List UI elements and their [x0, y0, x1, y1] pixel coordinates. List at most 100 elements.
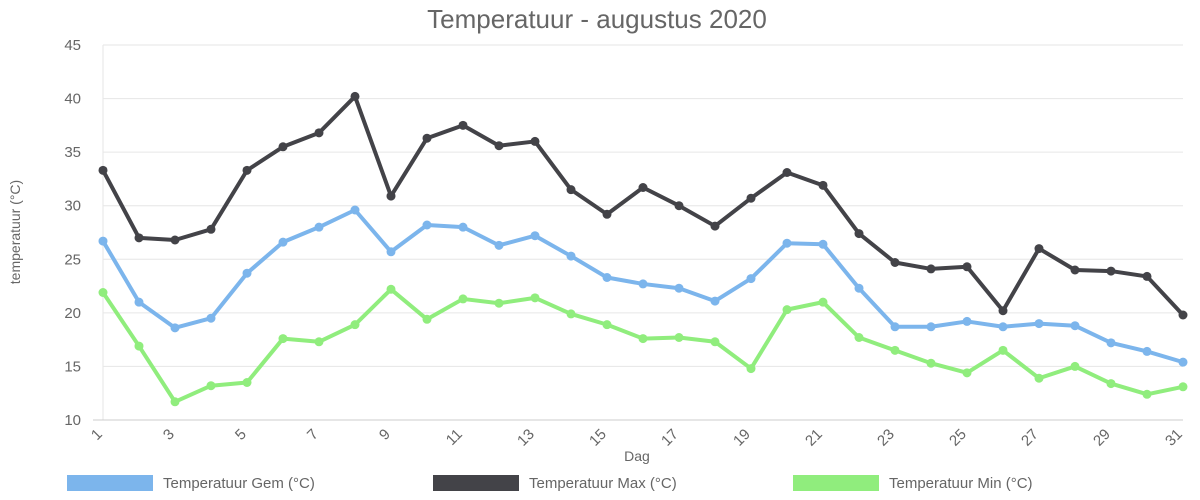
data-point[interactable] [350, 205, 360, 215]
data-point[interactable] [818, 239, 828, 249]
data-point[interactable] [998, 306, 1008, 316]
data-point[interactable] [170, 397, 180, 407]
data-point[interactable] [278, 237, 288, 247]
data-point[interactable] [746, 364, 756, 374]
data-point[interactable] [782, 305, 792, 315]
data-point[interactable] [350, 320, 360, 330]
data-point[interactable] [890, 258, 900, 267]
data-point[interactable] [1142, 346, 1152, 356]
data-point[interactable] [710, 221, 720, 231]
data-point[interactable] [674, 333, 684, 342]
data-point[interactable] [98, 165, 108, 175]
data-point[interactable] [710, 337, 720, 347]
data-point[interactable] [458, 222, 468, 232]
data-point[interactable] [1034, 244, 1044, 254]
data-point[interactable] [854, 229, 864, 239]
data-point[interactable] [170, 235, 180, 245]
data-point[interactable] [746, 274, 756, 284]
data-point[interactable] [494, 298, 504, 308]
data-point[interactable] [710, 296, 720, 306]
data-point[interactable] [1178, 382, 1188, 392]
data-point[interactable] [890, 322, 900, 332]
data-point[interactable] [1106, 379, 1116, 389]
x-tick-label: 27 [1018, 426, 1042, 450]
data-point[interactable] [1070, 321, 1080, 331]
data-point[interactable] [746, 193, 756, 203]
data-point[interactable] [1142, 389, 1152, 399]
data-point[interactable] [170, 323, 180, 333]
data-point[interactable] [782, 238, 792, 248]
data-point[interactable] [1178, 310, 1188, 320]
data-point[interactable] [530, 293, 540, 303]
data-point[interactable] [206, 381, 216, 391]
data-point[interactable] [494, 240, 504, 250]
data-point[interactable] [674, 283, 684, 293]
data-point[interactable] [1034, 319, 1044, 329]
data-point[interactable] [422, 220, 432, 230]
data-point[interactable] [242, 378, 252, 387]
data-point[interactable] [278, 334, 288, 344]
data-point[interactable] [422, 314, 432, 324]
data-point[interactable] [926, 322, 936, 332]
data-point[interactable] [242, 165, 252, 175]
x-tick-label: 29 [1090, 426, 1114, 450]
data-point[interactable] [530, 136, 540, 146]
legend-item[interactable]: Temperatuur Max (°C) [433, 475, 677, 492]
data-point[interactable] [638, 183, 648, 192]
series-lines [98, 91, 1188, 407]
data-point[interactable] [494, 141, 504, 151]
data-point[interactable] [854, 283, 864, 293]
data-point[interactable] [818, 297, 828, 307]
data-point[interactable] [422, 133, 432, 143]
data-point[interactable] [134, 233, 144, 243]
data-point[interactable] [890, 345, 900, 355]
data-point[interactable] [206, 224, 216, 234]
data-point[interactable] [206, 313, 216, 323]
data-point[interactable] [98, 236, 108, 246]
data-point[interactable] [638, 279, 648, 289]
data-point[interactable] [314, 128, 324, 138]
data-point[interactable] [386, 191, 396, 201]
data-point[interactable] [998, 345, 1008, 355]
data-point[interactable] [314, 337, 324, 347]
data-point[interactable] [458, 120, 468, 130]
data-point[interactable] [818, 180, 828, 190]
data-point[interactable] [566, 251, 576, 261]
data-point[interactable] [98, 288, 108, 297]
legend-item[interactable]: Temperatuur Gem (°C) [67, 475, 315, 492]
data-point[interactable] [926, 358, 936, 368]
data-point[interactable] [1070, 265, 1080, 275]
data-point[interactable] [134, 341, 144, 351]
data-point[interactable] [602, 209, 612, 219]
data-point[interactable] [242, 268, 252, 278]
data-point[interactable] [386, 247, 396, 257]
data-point[interactable] [1106, 266, 1116, 276]
data-point[interactable] [854, 333, 864, 342]
data-point[interactable] [386, 284, 396, 294]
data-point[interactable] [1142, 271, 1152, 281]
data-point[interactable] [602, 273, 612, 282]
data-point[interactable] [782, 168, 792, 177]
data-point[interactable] [962, 316, 972, 326]
data-point[interactable] [926, 264, 936, 274]
data-point[interactable] [1034, 373, 1044, 383]
legend-item[interactable]: Temperatuur Min (°C) [793, 475, 1033, 492]
data-point[interactable] [350, 91, 360, 101]
data-point[interactable] [278, 142, 288, 152]
data-point[interactable] [962, 368, 972, 378]
data-point[interactable] [314, 222, 324, 232]
data-point[interactable] [602, 320, 612, 330]
data-point[interactable] [530, 231, 540, 241]
data-point[interactable] [566, 185, 576, 195]
data-point[interactable] [998, 322, 1008, 332]
data-point[interactable] [638, 334, 648, 344]
data-point[interactable] [1070, 361, 1080, 371]
data-point[interactable] [134, 297, 144, 307]
data-point[interactable] [674, 201, 684, 211]
data-point[interactable] [566, 309, 576, 319]
data-point[interactable] [1106, 338, 1116, 348]
data-point[interactable] [1178, 357, 1188, 367]
data-point[interactable] [458, 294, 468, 304]
data-point[interactable] [962, 262, 972, 272]
